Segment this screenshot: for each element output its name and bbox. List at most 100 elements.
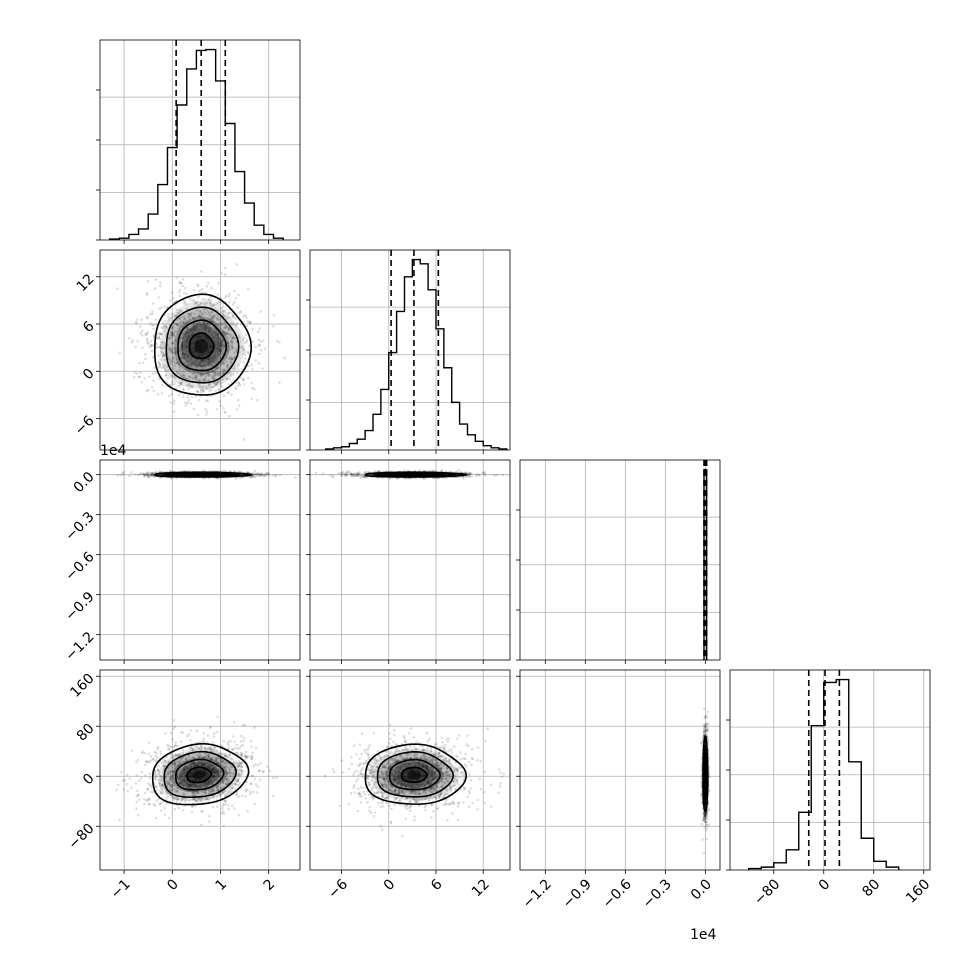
- scatter-point: [195, 309, 199, 312]
- scatter-point: [227, 329, 230, 332]
- scatter-point: [161, 342, 164, 345]
- scatter-point: [457, 468, 461, 472]
- scatter-point: [208, 318, 211, 322]
- scatter-point: [244, 353, 247, 357]
- scatter-point: [183, 322, 187, 326]
- scatter-point: [204, 327, 208, 330]
- scatter-point: [192, 783, 195, 786]
- scatter-point: [147, 473, 150, 476]
- scatter-point: [223, 266, 227, 270]
- scatter-point: [197, 303, 200, 307]
- scatter-point: [169, 731, 173, 735]
- scatter-point: [194, 375, 198, 379]
- scatter-point: [191, 361, 195, 365]
- scatter-point: [232, 373, 235, 376]
- scatter-point: [209, 359, 212, 363]
- scatter-point: [201, 322, 205, 326]
- scatter-point: [163, 319, 167, 323]
- scatter-point: [340, 473, 344, 477]
- scatter-point: [230, 337, 234, 341]
- scatter-point: [180, 346, 183, 349]
- scatter-point: [227, 348, 231, 351]
- scatter-point: [161, 321, 165, 325]
- scatter-point: [230, 393, 233, 397]
- scatter-point: [220, 311, 224, 314]
- scatter-point: [237, 368, 240, 372]
- scatter-point: [185, 339, 189, 343]
- scatter-point: [143, 475, 146, 479]
- scatter-point: [186, 340, 189, 343]
- scatter-point: [195, 335, 199, 339]
- scatter-point: [207, 357, 211, 360]
- scatter-point: [247, 364, 250, 368]
- scatter-point: [217, 318, 220, 321]
- scatter-point: [374, 473, 377, 477]
- scatter-point: [231, 322, 235, 326]
- scatter-point: [186, 359, 189, 363]
- scatter-point: [349, 472, 353, 475]
- scatter-point: [206, 387, 209, 390]
- scatter-point: [469, 472, 472, 476]
- scatter-point: [241, 338, 245, 342]
- scatter-point: [164, 325, 168, 328]
- scatter-point: [212, 356, 215, 360]
- scatter-point: [216, 372, 220, 376]
- scatter-point: [345, 473, 349, 476]
- scatter-point: [249, 320, 252, 324]
- scatter-point: [196, 315, 199, 318]
- scatter-point: [235, 263, 238, 266]
- scatter-point: [219, 404, 222, 407]
- scatter-point: [275, 339, 279, 343]
- scatter-point: [232, 316, 236, 319]
- scatter-point: [189, 739, 192, 742]
- scatter-point: [213, 354, 217, 357]
- scatter-point: [200, 359, 203, 363]
- scatter-point: [226, 391, 229, 395]
- scatter-point: [180, 355, 184, 358]
- scatter-point: [175, 361, 179, 365]
- scatter-point: [150, 349, 154, 353]
- scatter-point: [210, 763, 213, 767]
- scatter-point: [160, 391, 164, 395]
- scatter-point: [422, 477, 426, 480]
- scatter-point: [162, 344, 166, 348]
- density-contour: [388, 472, 442, 477]
- scatter-point: [169, 470, 172, 473]
- scatter-point: [227, 316, 231, 320]
- scatter-point: [200, 388, 203, 392]
- scatter-point: [154, 287, 157, 290]
- scatter-point: [174, 353, 177, 356]
- scatter-point: [206, 310, 210, 313]
- scatter-point: [216, 360, 219, 364]
- scatter-point: [185, 302, 188, 306]
- scatter-point: [207, 357, 210, 361]
- scatter-point: [242, 314, 245, 318]
- scatter-point: [192, 327, 196, 331]
- scatter-point: [182, 333, 185, 337]
- scatter-point: [211, 374, 214, 378]
- scatter-point: [217, 348, 221, 352]
- scatter-point: [210, 345, 213, 349]
- scatter-panel-0-3: [96, 669, 301, 874]
- scatter-point: [467, 475, 470, 478]
- scatter-point: [251, 473, 254, 477]
- scatter-point: [178, 288, 182, 292]
- scatter-point: [208, 364, 212, 367]
- scatter-point: [150, 344, 153, 348]
- scatter-point: [263, 474, 266, 478]
- scatter-point: [165, 365, 169, 368]
- scatter-point: [164, 373, 168, 377]
- scatter-point: [167, 312, 170, 316]
- scatter-point: [234, 317, 238, 321]
- scatter-point: [226, 364, 229, 367]
- scatter-point: [211, 304, 214, 308]
- scatter-point: [261, 474, 264, 477]
- scatter-point: [220, 340, 224, 343]
- scatter-point: [192, 325, 196, 328]
- scatter-point: [213, 361, 216, 364]
- scatter-point: [246, 809, 249, 813]
- scatter-point: [192, 323, 196, 327]
- scatter-point: [192, 342, 195, 346]
- scatter-point: [211, 376, 214, 380]
- scatter-point: [155, 342, 158, 346]
